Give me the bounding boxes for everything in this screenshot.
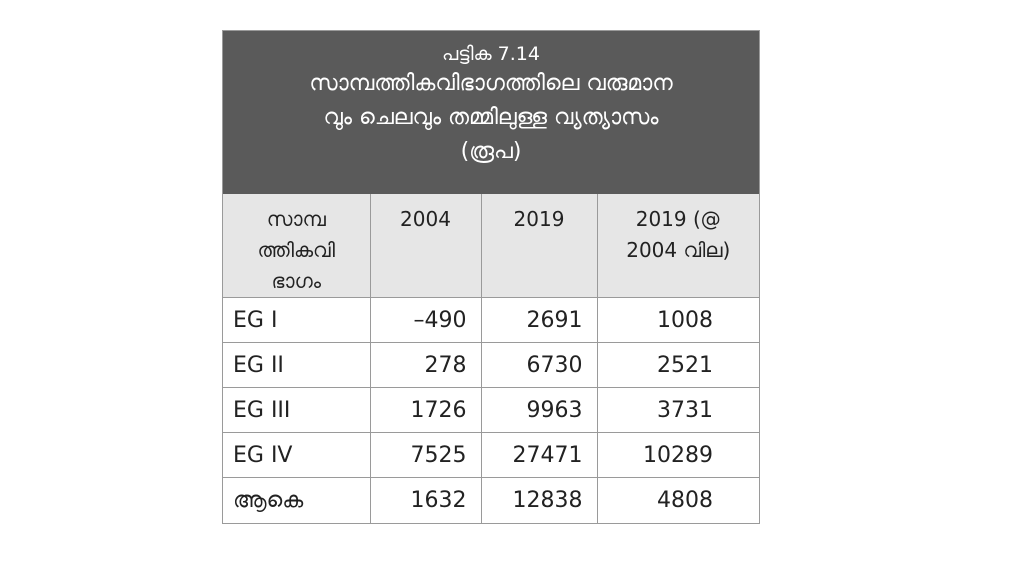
table-title-line-1: സാമ്പത്തികവിഭാഗത്തിലെ വരുമാന [309, 71, 673, 96]
table-body: EG I –490 2691 1008 EG II 278 6730 2521 EG III 17… [223, 297, 759, 523]
cell-economic-group: EG I [223, 297, 371, 343]
cell-2004: –490 [370, 297, 482, 343]
cell-2019-at-2004-prices: 4808 [597, 477, 759, 523]
header-2004: 2004 [370, 194, 482, 298]
table-row: EG I –490 2691 1008 [223, 297, 759, 343]
header-2019-at-2004-line-2: 2004 വില) [626, 238, 731, 262]
cell-2019-at-2004-prices: 3731 [597, 387, 759, 433]
cell-2019: 6730 [481, 342, 598, 388]
cell-2019-at-2004-prices: 2521 [597, 342, 759, 388]
cell-2019-at-2004-prices: 1008 [597, 297, 759, 343]
table-row: EG III 1726 9963 3731 [223, 387, 759, 433]
cell-2019: 2691 [481, 297, 598, 343]
header-economic-group-line-3: ഭാഗം [271, 269, 322, 293]
cell-2019: 27471 [481, 432, 598, 478]
table-caption: പട്ടിക 7.14 സാമ്പത്തികവിഭാഗത്തിലെ വരുമാന… [223, 31, 759, 194]
cell-economic-group: EG II [223, 342, 371, 388]
table-row: EG IV 7525 27471 10289 [223, 432, 759, 478]
header-2019-at-2004-line-1: 2019 (@ [635, 207, 721, 231]
data-table-container: പട്ടിക 7.14 സാമ്പത്തികവിഭാഗത്തിലെ വരുമാന… [222, 30, 760, 524]
header-economic-group-line-1: സാമ്പ [266, 207, 326, 231]
header-2019: 2019 [481, 194, 598, 298]
cell-2019: 9963 [481, 387, 598, 433]
cell-2019: 12838 [481, 477, 598, 523]
table-row: ആകെ 1632 12838 4808 [223, 477, 759, 523]
cell-2004: 1632 [370, 477, 482, 523]
header-economic-group-line-2: ത്തികവി [257, 238, 335, 262]
data-table: സാമ്പ ത്തികവി ഭാഗം 2004 2019 2019 (@ 200… [223, 194, 759, 523]
cell-economic-group: EG III [223, 387, 371, 433]
table-header-row: സാമ്പ ത്തികവി ഭാഗം 2004 2019 2019 (@ 200… [223, 194, 759, 298]
cell-2004: 278 [370, 342, 482, 388]
cell-2004: 7525 [370, 432, 482, 478]
table-title-unit: (രൂപ) [460, 139, 522, 164]
table-title-line-2: വും ചെലവും തമ്മിലുള്ള വ്യത്യാസം [323, 105, 659, 130]
cell-2019-at-2004-prices: 10289 [597, 432, 759, 478]
table-row: EG II 278 6730 2521 [223, 342, 759, 388]
table-number: പട്ടിക 7.14 [442, 43, 540, 65]
cell-economic-group: EG IV [223, 432, 371, 478]
header-2019-at-2004-prices: 2019 (@ 2004 വില) [597, 194, 759, 298]
cell-2004: 1726 [370, 387, 482, 433]
cell-economic-group: ആകെ [223, 477, 371, 523]
header-economic-group: സാമ്പ ത്തികവി ഭാഗം [223, 194, 371, 298]
